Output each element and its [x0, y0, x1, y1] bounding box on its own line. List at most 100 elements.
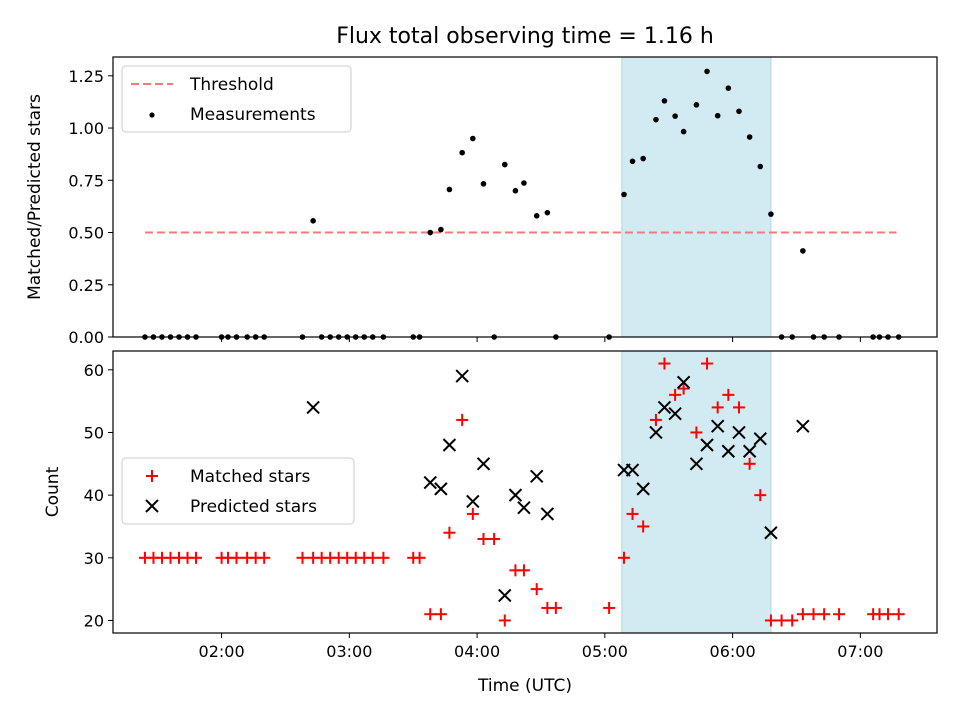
- matched-star-point: [488, 533, 501, 545]
- matched-star-point: [754, 489, 767, 502]
- measurement-point: [704, 68, 710, 75]
- measurement-point: [427, 229, 434, 236]
- matched-star-point: [517, 564, 530, 577]
- measurement-point: [640, 155, 646, 162]
- predicted-star-point: [732, 425, 746, 440]
- matched-star-point: [434, 608, 447, 621]
- x-tick-label: 07:00: [837, 642, 883, 661]
- measurement-point: [446, 186, 453, 193]
- legend-measurements-swatch: [149, 112, 155, 118]
- observing-window-shade: [621, 56, 772, 338]
- legend-predicted-swatch: [145, 499, 159, 513]
- measurement-point: [544, 209, 551, 216]
- predicted-star-point: [721, 444, 736, 458]
- measurement-point: [653, 116, 659, 123]
- predicted-star-point: [636, 482, 650, 496]
- measurement-point: [480, 181, 487, 187]
- count-legend-box: [121, 457, 355, 525]
- y-tick-label: 0.25: [68, 276, 104, 295]
- matched-star-point: [530, 583, 543, 596]
- matched-star-point: [669, 388, 682, 401]
- predicted-star-point: [508, 488, 523, 502]
- predicted-star-point: [796, 419, 810, 433]
- predicted-star-point: [434, 482, 448, 496]
- measurement-point: [512, 187, 519, 194]
- count-y-axis-label: Count: [43, 466, 63, 517]
- count-frame: [112, 350, 938, 634]
- matched-star-point: [775, 614, 788, 627]
- matched-star-point: [882, 608, 895, 621]
- matched-star-point: [190, 551, 203, 564]
- predicted-star-point: [668, 406, 682, 421]
- matched-star-point: [711, 401, 724, 414]
- measurement-point: [470, 135, 476, 142]
- predicted-star-point: [753, 432, 767, 446]
- measurement-point: [736, 108, 742, 115]
- predicted-star-point: [455, 369, 469, 383]
- matched-star-point: [549, 601, 562, 614]
- matched-star-point: [701, 357, 714, 370]
- shaded-interval: [621, 56, 772, 338]
- measurement-point: [800, 248, 806, 254]
- legend-threshold-label: Threshold: [189, 75, 274, 95]
- measurement-point: [768, 211, 774, 217]
- matched-star-point: [626, 507, 639, 520]
- ratio-axes: 0.00 0.25 0.50 0.75 1.00 1.25: [68, 67, 861, 347]
- measurement-point: [621, 191, 627, 198]
- measurement-point: [521, 180, 527, 186]
- x-tick-label: 02:00: [199, 642, 245, 661]
- y-tick-label: 20: [84, 611, 104, 630]
- matched-star-point: [658, 357, 671, 370]
- predicted-star-point: [689, 457, 704, 471]
- legend-matched-label: Matched stars: [190, 467, 310, 487]
- predicted-star-point: [700, 438, 714, 452]
- legend-matched-swatch: [146, 470, 158, 482]
- matched-star-point: [764, 614, 777, 627]
- measurement-point: [459, 149, 465, 156]
- matched-star-point: [443, 526, 456, 539]
- measurement-point: [680, 128, 687, 135]
- measurement-point: [757, 163, 764, 170]
- y-tick-label: 50: [84, 423, 104, 442]
- predicted-star-point: [625, 463, 640, 477]
- legend-measurements-label: Measurements: [190, 105, 316, 125]
- predicted-star-point: [476, 457, 491, 471]
- y-tick-label: 0.00: [68, 328, 104, 347]
- count-panel: 20 30 40 50 60 02:00 03:00 04:00 05:00 06:00 07:00…: [43, 350, 938, 696]
- predicted-star-point: [710, 419, 725, 433]
- count-axes: 20 30 40 50 60 02:00 03:00 04:00 05:00 06:00 07:00: [84, 361, 884, 661]
- matched-star-point: [296, 551, 309, 564]
- predicted-star-point: [517, 500, 531, 515]
- measurement-point: [725, 85, 732, 91]
- predicted-star-point: [498, 588, 512, 603]
- measurement-point: [746, 134, 753, 140]
- predicted-star-point: [423, 475, 437, 490]
- matched-star-point: [377, 551, 390, 564]
- ratio-legend: Threshold Measurements: [121, 65, 352, 133]
- x-tick-label: 03:00: [326, 642, 372, 661]
- matched-star-point: [466, 507, 479, 520]
- matched-star-point: [230, 551, 243, 564]
- predicted-star-point: [540, 507, 555, 521]
- y-tick-label: 30: [84, 549, 104, 568]
- count-legend: Matched stars Predicted stars: [121, 457, 355, 525]
- matched-star-point: [677, 382, 690, 395]
- y-tick-label: 40: [84, 486, 104, 505]
- predicted-star-point: [442, 438, 457, 452]
- measurement-point: [629, 158, 636, 165]
- observing-window-shade: [621, 350, 772, 634]
- count-x-axis-label: Time (UTC): [477, 676, 572, 696]
- predicted-star-point: [466, 494, 480, 509]
- ratio-panel: 0.00 0.25 0.50 0.75 1.00 1.25 Matched/Predict…: [25, 56, 938, 347]
- predicted-star-point: [676, 375, 691, 390]
- y-tick-label: 0.50: [68, 224, 104, 243]
- y-tick-label: 1.25: [68, 67, 104, 86]
- predicted-star-point: [742, 444, 757, 458]
- matched-star-point: [786, 614, 799, 627]
- matched-star-point: [477, 533, 490, 545]
- matched-star-point: [618, 551, 631, 564]
- matched-star-point: [796, 608, 809, 621]
- count-marks: [138, 357, 905, 627]
- matched-star-point: [649, 413, 662, 426]
- matched-star-point: [424, 608, 437, 621]
